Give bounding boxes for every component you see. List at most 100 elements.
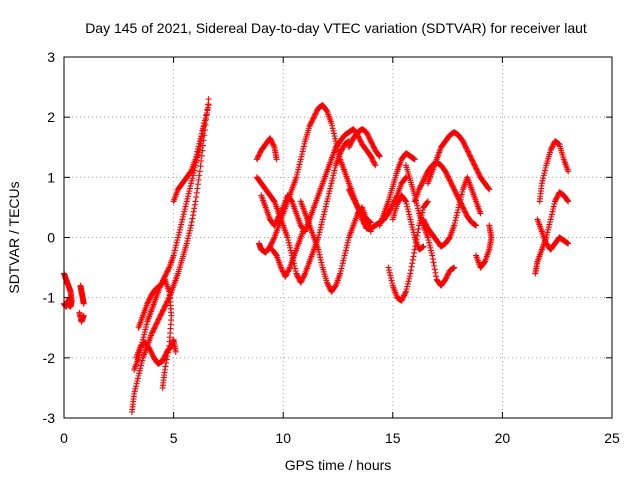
data-point bbox=[157, 312, 164, 319]
data-point bbox=[446, 177, 453, 184]
y-tick-label: -1 bbox=[43, 290, 56, 306]
data-point bbox=[422, 172, 429, 179]
data-point bbox=[143, 321, 150, 328]
data-point bbox=[408, 221, 415, 228]
data-point bbox=[366, 135, 373, 142]
data-point bbox=[323, 200, 330, 207]
data-point bbox=[550, 203, 557, 210]
data-point bbox=[401, 291, 408, 298]
data-point bbox=[486, 222, 493, 229]
data-point bbox=[352, 199, 359, 206]
data-point bbox=[350, 195, 357, 202]
x-tick-label: 5 bbox=[170, 430, 178, 446]
data-point bbox=[150, 326, 157, 333]
data-point bbox=[300, 273, 307, 280]
data-point bbox=[144, 299, 151, 306]
data-point bbox=[200, 125, 207, 132]
data-point bbox=[372, 162, 379, 169]
data-point bbox=[298, 153, 305, 160]
data-point bbox=[402, 197, 409, 204]
data-point bbox=[545, 226, 552, 233]
data-point bbox=[186, 227, 193, 234]
data-point bbox=[454, 206, 461, 213]
data-point bbox=[540, 172, 547, 179]
data-point bbox=[293, 270, 300, 277]
data-point bbox=[161, 304, 168, 311]
data-point bbox=[415, 207, 422, 214]
data-point bbox=[277, 210, 284, 217]
data-point bbox=[309, 116, 316, 123]
data-point bbox=[183, 240, 190, 247]
data-point bbox=[164, 267, 171, 274]
data-point bbox=[456, 201, 463, 208]
data-point bbox=[453, 214, 460, 221]
data-point bbox=[287, 247, 294, 254]
data-point bbox=[149, 329, 156, 336]
data-point bbox=[369, 140, 376, 147]
data-point bbox=[184, 237, 191, 244]
data-point bbox=[183, 200, 190, 207]
data-point bbox=[365, 133, 372, 140]
data-point bbox=[324, 280, 331, 287]
data-point bbox=[565, 168, 572, 175]
data-point bbox=[279, 267, 286, 274]
data-point bbox=[465, 149, 472, 156]
data-point bbox=[405, 208, 412, 215]
data-point bbox=[286, 265, 293, 272]
data-point bbox=[164, 353, 171, 360]
data-point bbox=[357, 138, 364, 145]
data-point bbox=[345, 237, 352, 244]
data-point bbox=[284, 268, 291, 275]
data-point bbox=[191, 201, 198, 208]
data-point bbox=[463, 144, 470, 151]
data-point bbox=[406, 211, 413, 218]
data-point bbox=[322, 206, 329, 213]
data-point bbox=[411, 249, 418, 256]
data-point bbox=[154, 317, 161, 324]
data-point bbox=[444, 271, 451, 278]
data-point bbox=[197, 135, 204, 142]
data-point bbox=[285, 239, 292, 246]
data-point bbox=[421, 219, 428, 226]
data-points bbox=[61, 96, 572, 415]
data-point bbox=[395, 198, 402, 205]
data-point bbox=[457, 196, 464, 203]
data-point bbox=[328, 120, 335, 127]
data-point bbox=[313, 109, 320, 116]
data-point bbox=[554, 193, 561, 200]
series-trace-4 bbox=[76, 309, 87, 325]
data-point bbox=[445, 174, 452, 181]
data-point bbox=[257, 149, 264, 156]
data-point bbox=[317, 224, 324, 231]
data-point bbox=[348, 139, 355, 146]
data-point bbox=[448, 179, 455, 186]
series-trace-26 bbox=[532, 189, 572, 277]
data-point bbox=[317, 254, 324, 261]
data-point bbox=[371, 144, 378, 151]
data-point bbox=[367, 153, 374, 160]
data-point bbox=[398, 297, 405, 304]
data-point bbox=[468, 156, 475, 163]
data-point bbox=[293, 271, 300, 278]
data-point bbox=[424, 199, 431, 206]
data-point bbox=[174, 234, 181, 241]
data-point bbox=[386, 269, 393, 276]
data-point bbox=[133, 380, 140, 387]
data-point bbox=[474, 167, 481, 174]
y-tick-label: 1 bbox=[47, 169, 55, 185]
data-point bbox=[255, 153, 262, 160]
data-point bbox=[310, 114, 317, 121]
data-point bbox=[196, 140, 203, 147]
data-point bbox=[332, 283, 339, 290]
data-point bbox=[451, 219, 458, 226]
data-point bbox=[159, 308, 166, 315]
data-point bbox=[565, 198, 572, 205]
data-point bbox=[187, 182, 194, 189]
data-point bbox=[176, 226, 183, 233]
data-point bbox=[187, 169, 194, 176]
x-tick-label: 0 bbox=[60, 430, 68, 446]
data-point bbox=[139, 357, 146, 364]
data-point bbox=[468, 154, 475, 161]
data-point bbox=[330, 172, 337, 179]
data-point bbox=[433, 273, 440, 280]
